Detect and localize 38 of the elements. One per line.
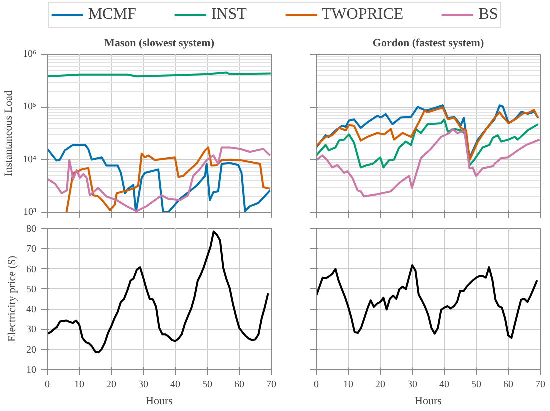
x-axis-title: Hours bbox=[146, 396, 173, 408]
x-tick-label: 30 bbox=[408, 380, 418, 390]
x-tick-label: 20 bbox=[106, 380, 116, 390]
x-tick-label: 10 bbox=[74, 380, 84, 390]
y-tick-label: 10⁴ bbox=[23, 154, 38, 166]
legend-label: INST bbox=[211, 6, 247, 24]
x-tick-label: 40 bbox=[440, 380, 450, 390]
y-tick-label: 30 bbox=[26, 324, 36, 336]
x-tick-label: 50 bbox=[202, 380, 212, 390]
y-tick-label: 10 bbox=[26, 365, 36, 376]
x-tick-label: 50 bbox=[472, 380, 482, 390]
y-tick-label: 10³ bbox=[24, 207, 36, 218]
x-tick-label: 10 bbox=[344, 380, 354, 390]
y-tick-label: 60 bbox=[26, 264, 36, 276]
chart-title: Mason (slowest system) bbox=[104, 38, 215, 50]
x-tick-label: 20 bbox=[376, 380, 386, 390]
x-tick-label: 60 bbox=[234, 380, 244, 390]
y-tick-label: 10⁶ bbox=[23, 49, 38, 60]
x-tick-label: 0 bbox=[45, 380, 50, 390]
y-axis-title: Electricity price ($) bbox=[6, 256, 18, 342]
x-axis-title: Hours bbox=[415, 396, 442, 408]
y-tick-label: 40 bbox=[26, 304, 36, 316]
chart-title: Gordon (fastest system) bbox=[372, 38, 484, 50]
legend-label: BS bbox=[478, 6, 499, 24]
x-tick-label: 70 bbox=[266, 380, 276, 390]
x-tick-label: 70 bbox=[536, 380, 546, 390]
x-tick-label: 30 bbox=[138, 380, 148, 390]
y-tick-label: 10⁵ bbox=[23, 102, 37, 113]
x-tick-label: 40 bbox=[170, 380, 180, 390]
y-tick-label: 70 bbox=[26, 244, 36, 256]
y-tick-label: 50 bbox=[26, 284, 36, 296]
y-tick-label: 80 bbox=[26, 224, 36, 235]
y-tick-label: 20 bbox=[26, 344, 36, 356]
y-axis-title: Instantaneous Load bbox=[3, 90, 16, 176]
legend-label: MCMF bbox=[88, 6, 136, 24]
legend-label: TWOPRICE bbox=[322, 6, 404, 24]
x-tick-label: 60 bbox=[504, 380, 514, 390]
x-tick-label: 0 bbox=[314, 380, 319, 390]
